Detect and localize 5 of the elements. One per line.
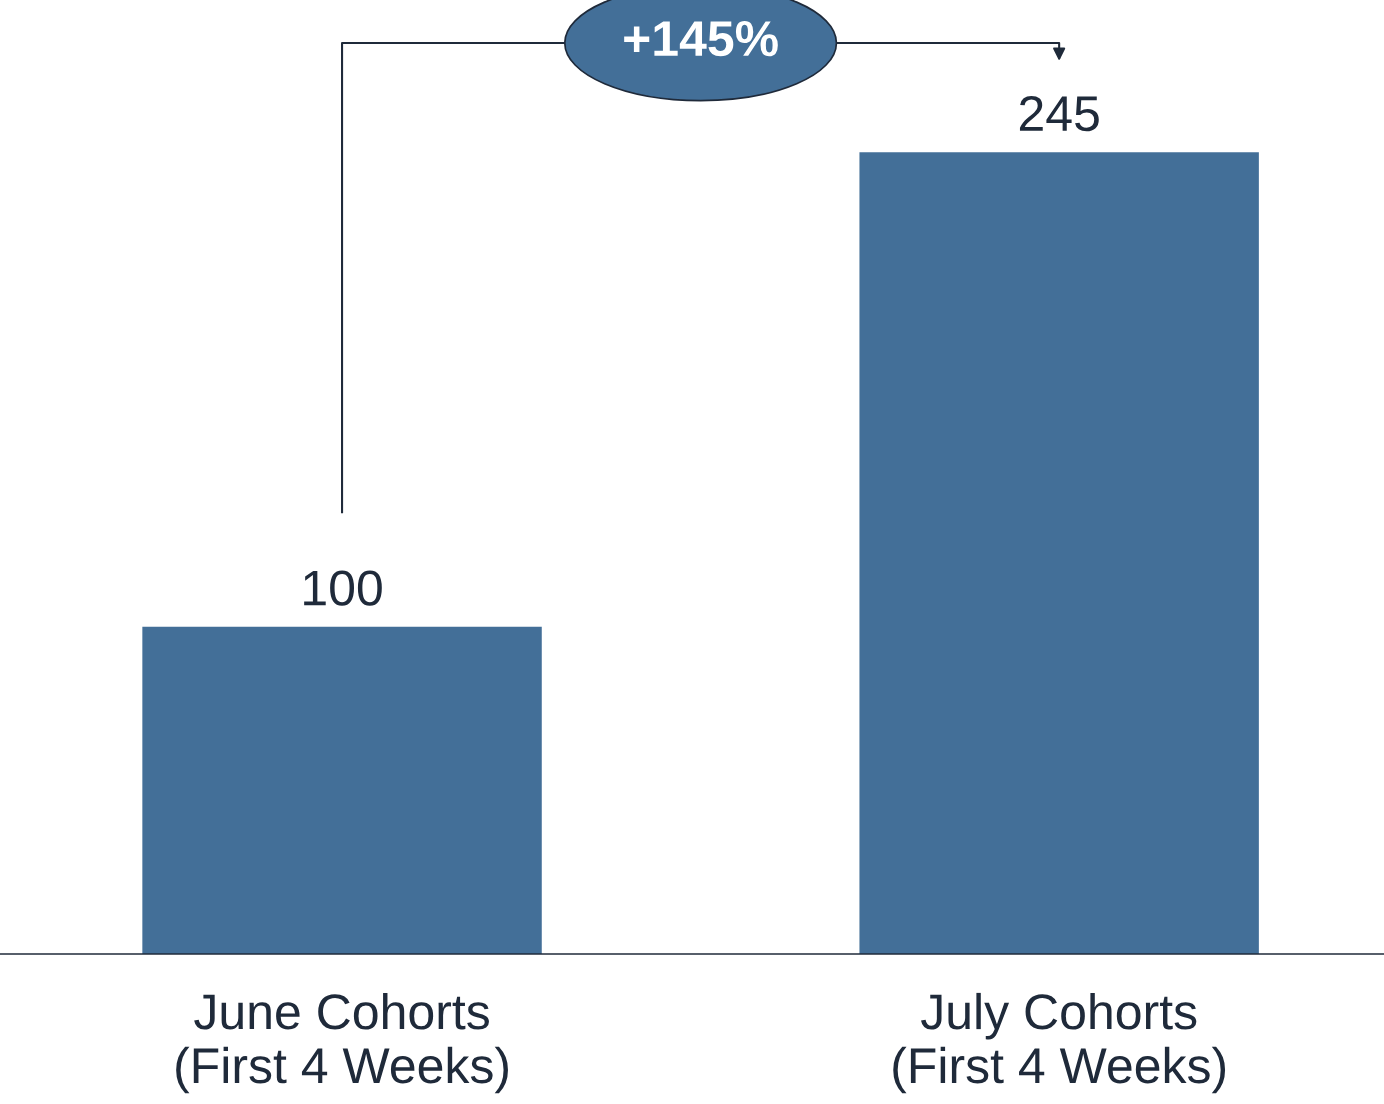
x-tick-label: June Cohorts (First 4 Weeks) <box>176 992 508 1094</box>
data-label: 100 <box>304 570 382 606</box>
data-label: 245 <box>1019 95 1099 132</box>
x-tick-label: July Cohorts (First 4 Weeks) <box>893 992 1226 1094</box>
text: +145% <box>624 21 778 57</box>
